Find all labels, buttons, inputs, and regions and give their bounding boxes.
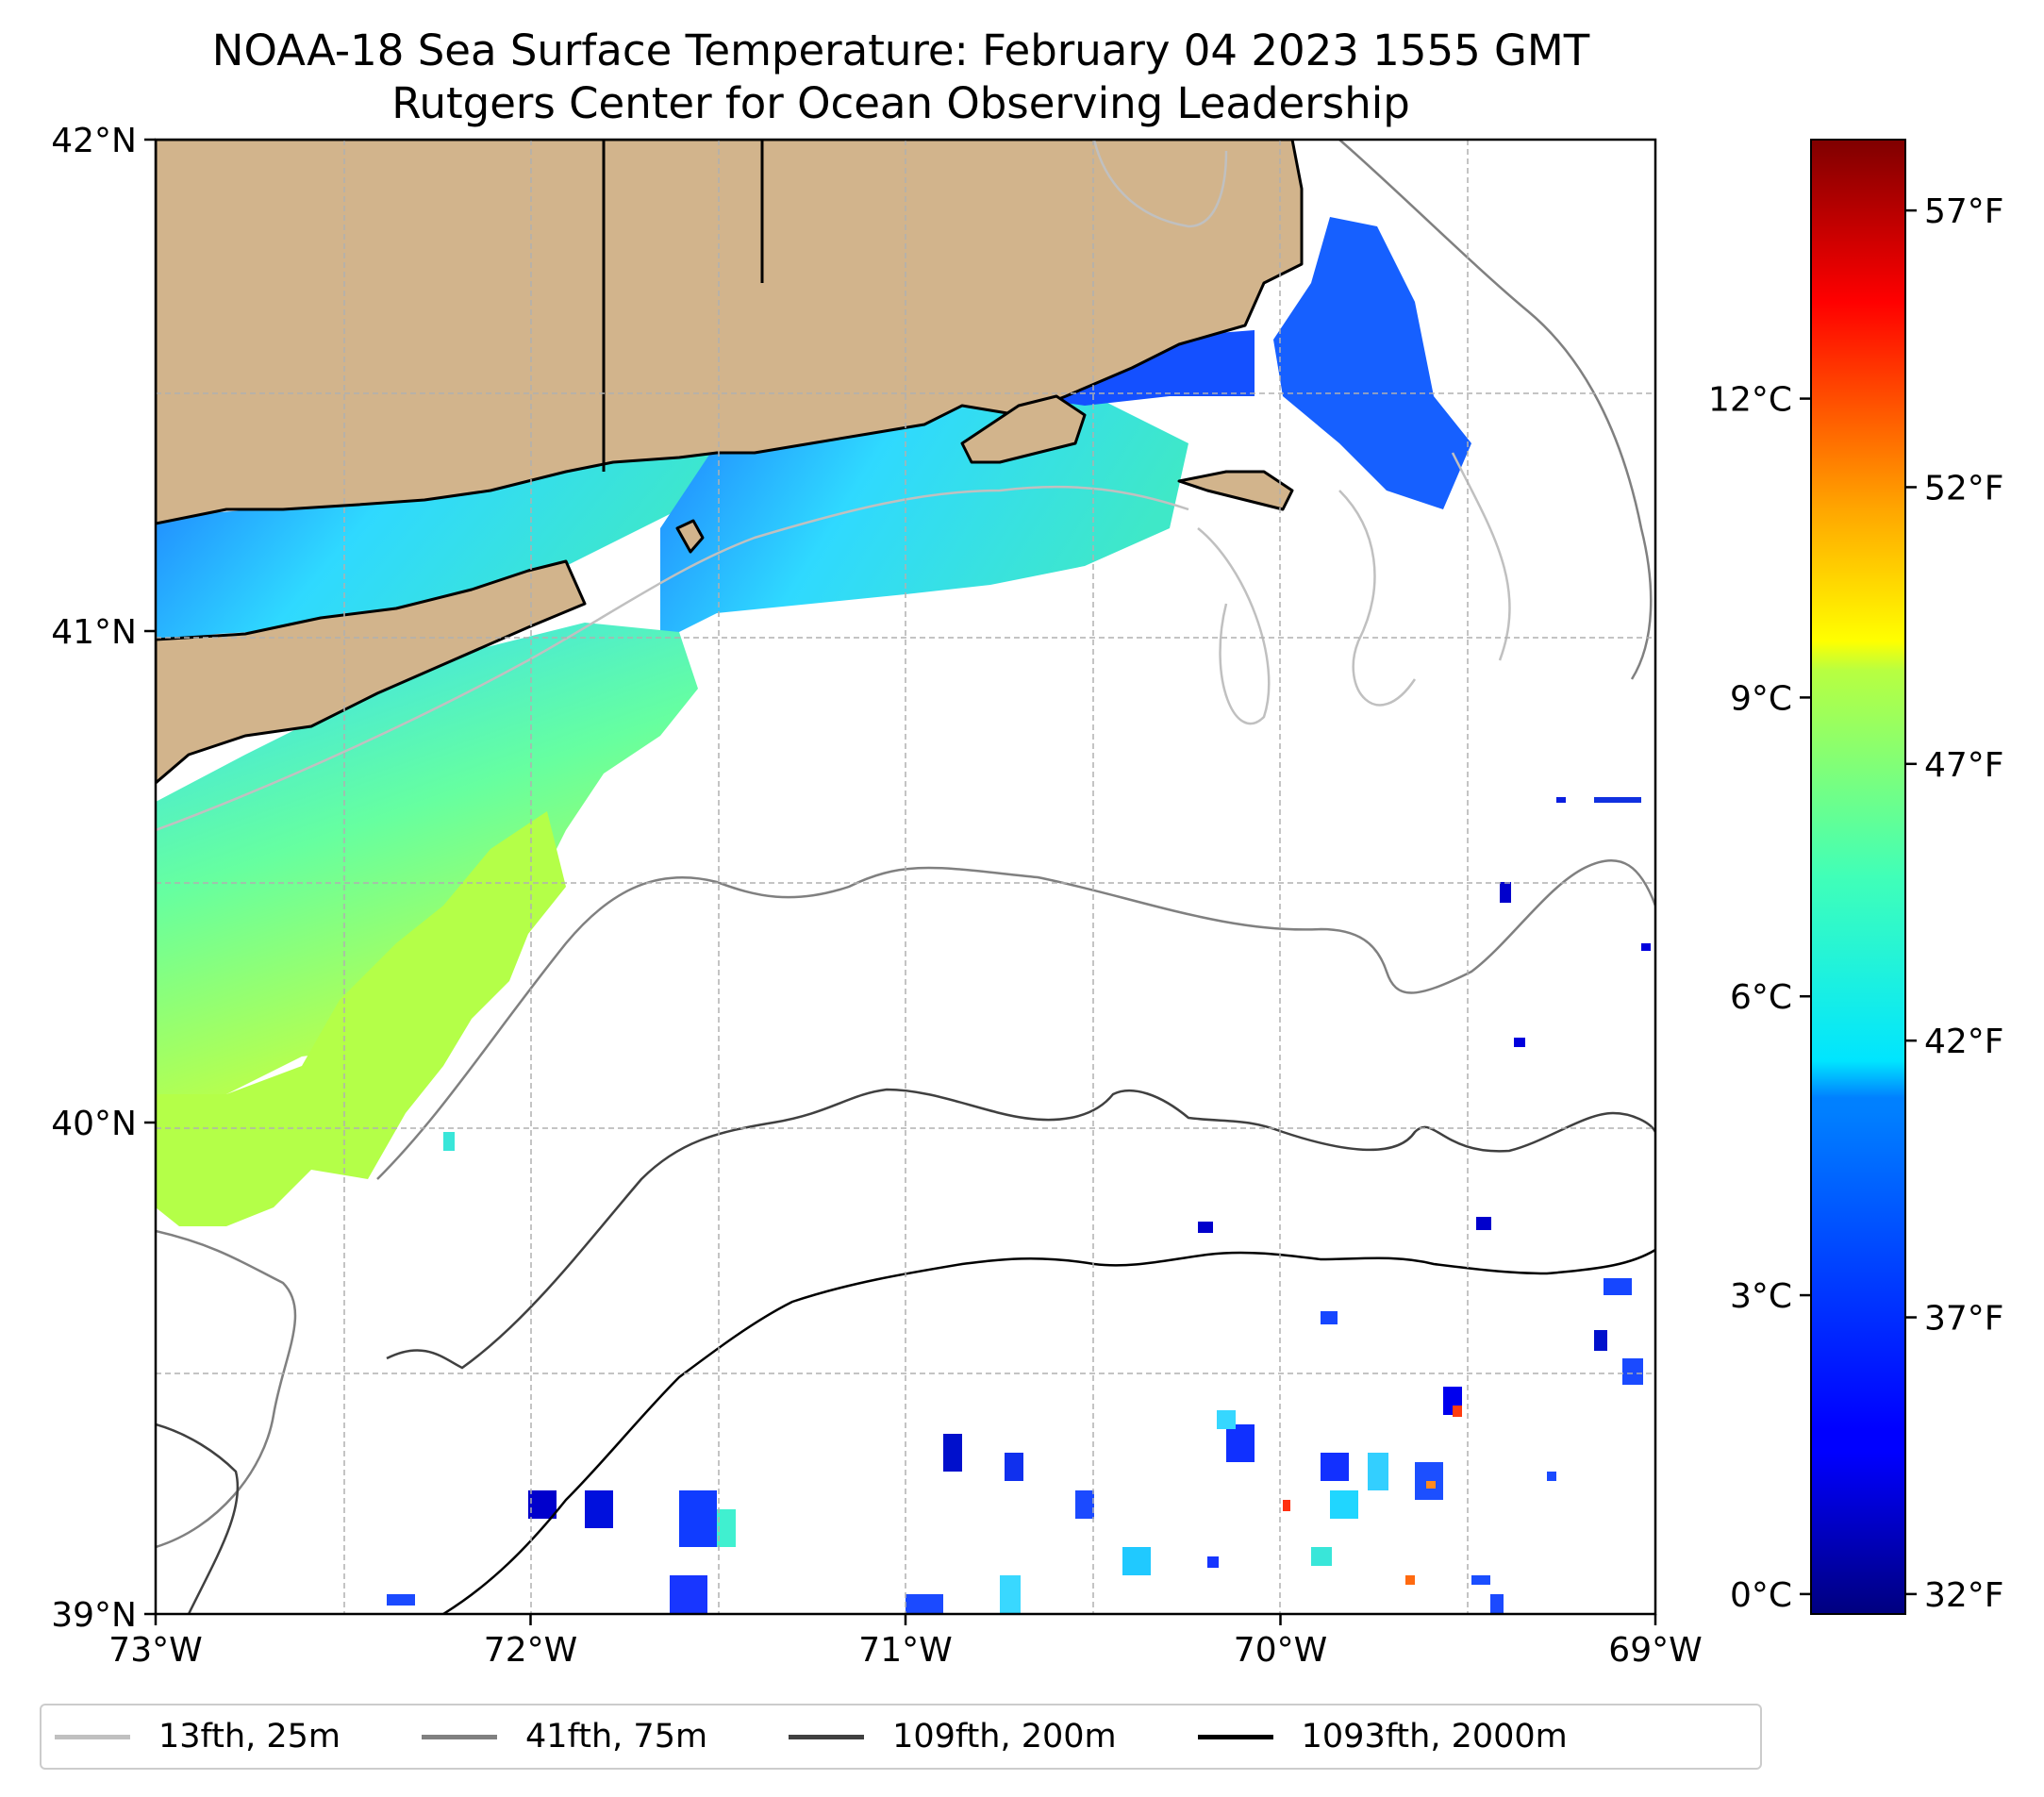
colorbar-gradient bbox=[1810, 139, 1906, 1615]
y-tick-label: 41°N bbox=[51, 613, 137, 652]
colorbar-celsius-ticks: 0°C 3°C 6°C 9°C 12°C bbox=[1708, 381, 1811, 1615]
x-tick-label: 70°W bbox=[1234, 1631, 1327, 1670]
land-marthas-vineyard bbox=[960, 394, 1087, 464]
sst-mid-shelf bbox=[156, 811, 566, 1226]
celsius-tick-label: 12°C bbox=[1708, 381, 1792, 420]
fahrenheit-tick-label: 52°F bbox=[1924, 469, 2004, 507]
fahrenheit-tick-label: 47°F bbox=[1924, 746, 2004, 785]
state-borders bbox=[602, 140, 764, 472]
map-area bbox=[156, 140, 1655, 1614]
celsius-tick-label: 3°C bbox=[1730, 1277, 1792, 1316]
isobath-200m bbox=[156, 1088, 1655, 1614]
colorbar: 0°C 3°C 6°C 9°C 12°C 32°F 37°F 42°F 47°F 52°F 57°… bbox=[1708, 139, 2004, 1615]
isobath-25m bbox=[156, 140, 1511, 832]
legend-label: 1093fth, 2000m bbox=[1301, 1718, 1568, 1755]
x-tick-label: 71°W bbox=[858, 1631, 952, 1670]
y-tick-label: 39°N bbox=[51, 1596, 137, 1635]
gridlines bbox=[156, 140, 1655, 1614]
isobath-2000m bbox=[442, 1248, 1655, 1614]
x-tick-label: 72°W bbox=[484, 1631, 577, 1670]
celsius-tick-label: 6°C bbox=[1730, 978, 1792, 1017]
legend-item: 13fth, 25m bbox=[55, 1718, 341, 1755]
isobath-legend: 13fth, 25m 41fth, 75m 109fth, 200m 1093fth,… bbox=[40, 1704, 1762, 1770]
sst-long-island-sound bbox=[156, 443, 717, 641]
fahrenheit-tick-label: 32°F bbox=[1924, 1576, 2004, 1615]
y-tick-label: 40°N bbox=[51, 1105, 137, 1143]
title-line-1: NOAA-18 Sea Surface Temperature: Februar… bbox=[211, 25, 1590, 75]
fahrenheit-tick-label: 37°F bbox=[1924, 1300, 2004, 1339]
map-title: NOAA-18 Sea Surface Temperature: Februar… bbox=[0, 25, 1802, 130]
fahrenheit-tick-label: 42°F bbox=[1924, 1023, 2004, 1061]
x-tick-label: 69°W bbox=[1608, 1631, 1702, 1670]
land-nantucket bbox=[1177, 470, 1294, 511]
sst-rhode-island-shelf bbox=[660, 387, 1188, 641]
legend-item: 109fth, 200m bbox=[789, 1718, 1117, 1755]
sst-inner-shelf bbox=[156, 623, 698, 1094]
fahrenheit-tick-label: 57°F bbox=[1924, 192, 2004, 231]
land bbox=[156, 140, 1304, 785]
sst-east-of-cape bbox=[1273, 217, 1471, 509]
legend-line-swatch bbox=[789, 1734, 865, 1739]
x-tick-label: 73°W bbox=[108, 1631, 202, 1670]
legend-label: 13fth, 25m bbox=[158, 1718, 341, 1755]
celsius-tick-label: 9°C bbox=[1730, 679, 1792, 718]
x-axis: 73°W 72°W 71°W 70°W 69°W bbox=[108, 1614, 1703, 1670]
land-block-island bbox=[675, 519, 705, 554]
legend-label: 109fth, 200m bbox=[892, 1718, 1117, 1755]
celsius-tick-label: 0°C bbox=[1730, 1576, 1792, 1615]
land-long-island bbox=[156, 559, 587, 785]
legend-item: 41fth, 75m bbox=[422, 1718, 707, 1755]
y-tick-label: 42°N bbox=[51, 122, 137, 160]
title-line-2: Rutgers Center for Ocean Observing Leade… bbox=[391, 78, 1410, 128]
y-axis: 39°N 40°N 41°N 42°N bbox=[51, 122, 156, 1635]
legend-item: 1093fth, 2000m bbox=[1197, 1718, 1568, 1755]
legend-label: 41fth, 75m bbox=[525, 1718, 708, 1755]
sst-offshore-speckles bbox=[387, 797, 1651, 1614]
legend-line-swatch bbox=[55, 1734, 130, 1739]
legend-line-swatch bbox=[422, 1734, 498, 1739]
colorbar-fahrenheit-ticks: 32°F 37°F 42°F 47°F 52°F 57°F bbox=[1905, 192, 2004, 1615]
legend-line-swatch bbox=[1197, 1734, 1273, 1739]
land-mainland bbox=[156, 140, 1304, 525]
